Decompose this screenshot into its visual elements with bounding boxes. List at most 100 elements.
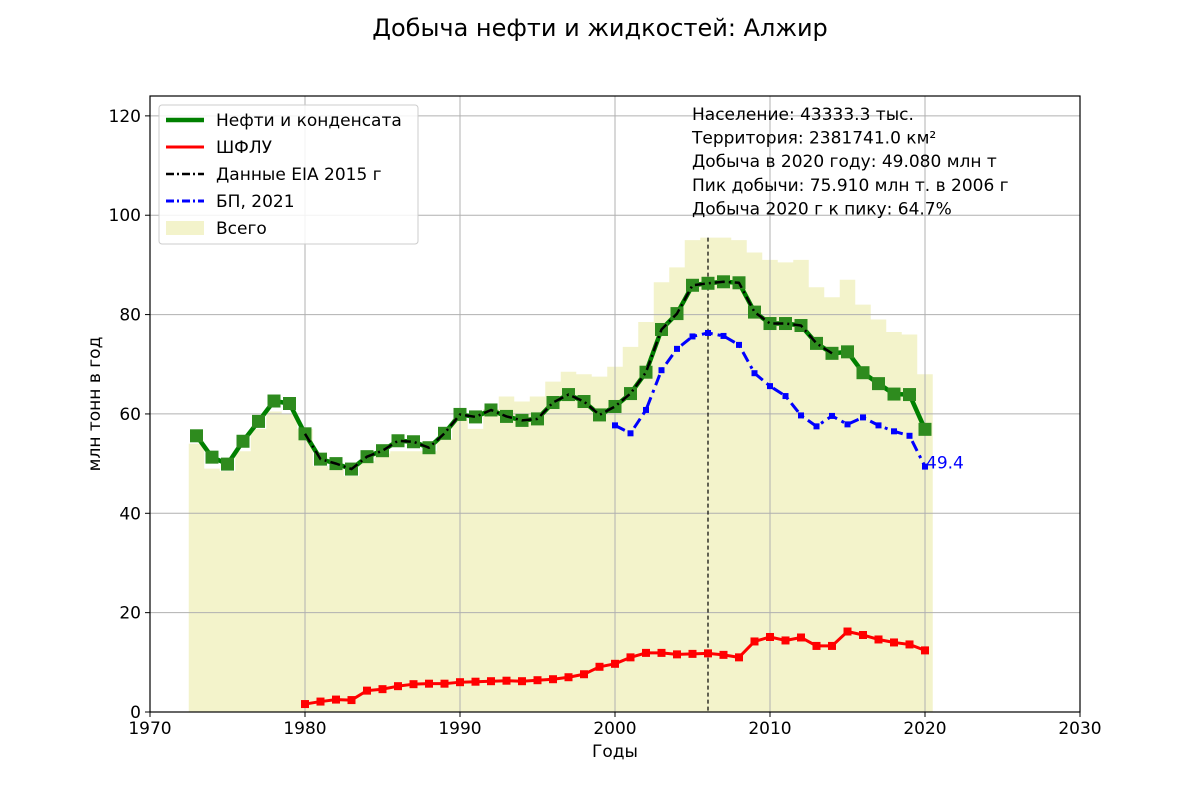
series-bp-point <box>689 333 696 340</box>
bp-end-label: 49.4 <box>926 454 964 474</box>
series-ngl-point <box>456 678 464 687</box>
info-line: Пик добычи: 75.910 млн т. в 2006 г <box>692 176 1009 196</box>
legend-label: Всего <box>216 219 267 239</box>
series-ngl-point <box>673 650 681 659</box>
series-ngl-point <box>409 680 418 689</box>
series-ngl-point <box>440 679 449 688</box>
series-bp-point <box>922 463 928 470</box>
series-ngl-point <box>781 636 790 645</box>
series-ngl-point <box>874 635 883 644</box>
x-tick-label: 2020 <box>903 719 946 739</box>
legend-box <box>158 104 419 245</box>
x-axis-label: Годы <box>592 742 638 762</box>
series-oil-point <box>918 422 932 436</box>
y-tick-label: 60 <box>119 405 141 425</box>
series-oil-point <box>639 365 653 379</box>
series-oil-point <box>236 434 250 448</box>
series-bp-point <box>891 428 897 435</box>
series-ngl-point <box>347 696 356 705</box>
series-oil-point <box>903 388 916 402</box>
series-oil-point <box>887 387 901 401</box>
series-ngl-point <box>564 673 573 682</box>
y-tick-label: 40 <box>119 504 141 524</box>
series-bp-point <box>720 332 727 339</box>
series-oil-point <box>701 276 715 290</box>
series-oil-point <box>546 396 560 410</box>
series-ngl-point <box>843 627 852 636</box>
series-ngl-point <box>890 638 898 647</box>
series-ngl-point <box>921 646 929 655</box>
plot-area: 49.4 1970 1980 1990 2000 2010 2020 2030 0 20 40 60 8… <box>85 95 1102 762</box>
series-oil-point <box>577 395 591 409</box>
series-oil-point <box>608 399 622 413</box>
series-oil-point <box>856 366 870 380</box>
series-ngl-point <box>859 631 867 639</box>
legend-label: Данные EIA 2015 г <box>216 165 382 185</box>
x-tick-label: 1990 <box>438 719 481 739</box>
series-ngl-point <box>301 700 309 709</box>
series-ngl-point <box>363 686 371 695</box>
series-oil-point <box>221 457 234 471</box>
x-tick-label: 2010 <box>748 719 791 739</box>
series-ngl-point <box>750 637 759 646</box>
series-oil-point <box>391 434 405 448</box>
series-ngl-point <box>425 679 433 688</box>
series-ngl-point <box>595 662 604 671</box>
series-oil-point <box>763 317 777 331</box>
series-oil-point <box>841 345 854 359</box>
series-oil-point <box>872 377 885 391</box>
info-line: Добыча в 2020 году: 49.080 млн т <box>692 152 997 172</box>
legend-label: БП, 2021 <box>216 192 295 212</box>
series-ngl-point <box>828 641 836 650</box>
series-ngl-point <box>611 659 619 668</box>
series-oil-point <box>190 429 203 443</box>
series-oil-point <box>283 397 296 411</box>
series-ngl-point <box>549 675 557 684</box>
series-bp-point <box>643 406 649 413</box>
series-ngl-point <box>657 648 666 657</box>
series-oil-point <box>469 410 482 424</box>
series-ngl-point <box>502 676 511 685</box>
series-ngl-point <box>316 697 325 706</box>
series-bp-point <box>674 345 680 352</box>
x-tick-label: 1970 <box>128 719 171 739</box>
legend-swatch <box>166 221 204 235</box>
series-oil-point <box>267 394 281 408</box>
y-tick-label: 100 <box>109 206 141 226</box>
series-ngl-point <box>812 641 821 650</box>
legend-label: ШФЛУ <box>216 138 273 158</box>
series-bp-point <box>658 367 665 374</box>
legend-label: Нефти и конденсата <box>216 111 402 131</box>
series-ngl-point <box>332 695 340 704</box>
series-oil-point <box>252 414 265 428</box>
series-bp-point <box>798 412 804 419</box>
info-line: Добыча 2020 г к пику: 64.7% <box>692 199 952 219</box>
series-bp-point <box>829 412 835 419</box>
x-tick-label: 2030 <box>1058 719 1101 739</box>
series-bp-point <box>906 432 913 439</box>
series-ngl-point <box>533 676 542 685</box>
series-ngl-point <box>735 653 743 662</box>
series-bp-point <box>813 423 820 430</box>
y-tick-label: 120 <box>109 107 141 127</box>
series-ngl-point <box>471 677 480 686</box>
series-ngl-point <box>580 670 588 679</box>
series-bp-point <box>844 421 851 428</box>
series-oil-point <box>686 278 699 292</box>
series-bp-point <box>627 430 634 437</box>
y-tick-label: 0 <box>130 703 141 723</box>
series-ngl-point <box>766 632 774 641</box>
info-line: Население: 43333.3 тыс. <box>692 105 914 125</box>
y-tick-label: 80 <box>119 306 141 326</box>
x-tick-label: 2000 <box>593 719 636 739</box>
series-oil-point <box>407 435 420 449</box>
series-ngl-point <box>797 633 805 642</box>
y-axis-label: млн тонн в год <box>85 337 105 472</box>
series-ngl-point <box>626 653 635 662</box>
series-bp-point <box>860 414 866 421</box>
series-bp-point <box>736 341 742 348</box>
series-ngl-point <box>394 682 402 691</box>
series-ngl-point <box>642 648 650 657</box>
series-bp-line <box>614 331 927 468</box>
